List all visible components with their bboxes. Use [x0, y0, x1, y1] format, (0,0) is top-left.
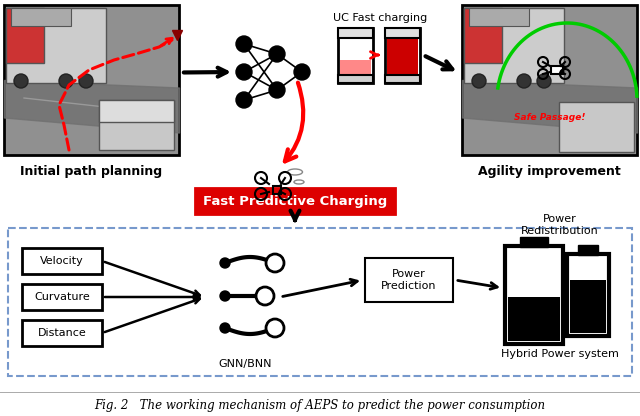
Bar [4, 5, 179, 155]
Text: GNN/BNN: GNN/BNN [218, 359, 272, 369]
Bar [508, 297, 560, 341]
Bar [387, 38, 418, 75]
Text: Safe Passage!: Safe Passage! [515, 112, 586, 121]
Bar [559, 102, 634, 152]
Bar [22, 248, 102, 274]
Text: Distance: Distance [38, 328, 86, 338]
Circle shape [269, 46, 285, 62]
Bar [570, 280, 606, 333]
Text: Fast Predictive Charging: Fast Predictive Charging [203, 195, 387, 208]
Bar [340, 60, 371, 75]
Bar [22, 284, 102, 310]
Text: Power
Prediction: Power Prediction [381, 269, 436, 291]
Bar [365, 258, 453, 302]
Bar [385, 28, 420, 83]
Circle shape [220, 291, 230, 301]
Circle shape [236, 36, 252, 52]
Text: Fig. 2   The working mechanism of AEPS to predict the power consumption: Fig. 2 The working mechanism of AEPS to … [95, 399, 545, 413]
Text: Agility improvement: Agility improvement [478, 166, 621, 178]
Circle shape [266, 254, 284, 272]
Bar [464, 8, 502, 63]
Circle shape [236, 92, 252, 108]
Circle shape [269, 82, 285, 98]
Bar [8, 228, 632, 376]
Bar [464, 8, 564, 83]
Bar [385, 28, 420, 38]
Bar [99, 100, 174, 150]
Bar [385, 75, 420, 83]
Bar [505, 246, 563, 344]
Circle shape [220, 258, 230, 268]
Bar [11, 8, 71, 26]
Circle shape [266, 319, 284, 337]
Circle shape [537, 74, 551, 88]
Circle shape [256, 287, 274, 305]
Bar [567, 254, 609, 336]
Circle shape [294, 64, 310, 80]
Bar [338, 28, 373, 83]
Bar [6, 8, 106, 83]
Bar [195, 188, 395, 214]
Bar [520, 237, 548, 247]
Bar [6, 8, 44, 63]
Bar [99, 100, 174, 122]
Circle shape [472, 74, 486, 88]
Circle shape [59, 74, 73, 88]
Bar [273, 186, 281, 194]
Text: Initial path planning: Initial path planning [20, 166, 163, 178]
Bar [338, 28, 373, 38]
Text: Power
Redistribution: Power Redistribution [521, 213, 599, 236]
Circle shape [517, 74, 531, 88]
Circle shape [79, 74, 93, 88]
Bar [469, 8, 529, 26]
Text: Velocity: Velocity [40, 256, 84, 266]
Bar [462, 5, 637, 155]
Circle shape [236, 64, 252, 80]
Circle shape [220, 323, 230, 333]
Text: Curvature: Curvature [34, 292, 90, 302]
Circle shape [14, 74, 28, 88]
Text: UC Fast charging: UC Fast charging [333, 13, 427, 23]
Bar [338, 75, 373, 83]
Bar [22, 320, 102, 346]
Bar [578, 245, 598, 255]
Text: Hybrid Power system: Hybrid Power system [501, 349, 619, 359]
Bar [551, 66, 563, 74]
